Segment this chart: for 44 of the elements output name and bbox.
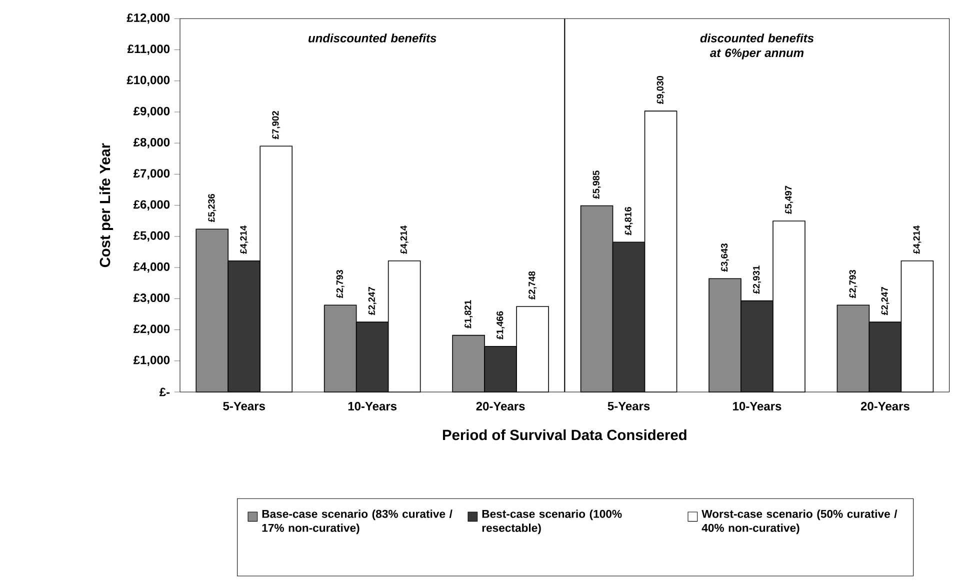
data-label: £4,214 bbox=[240, 225, 248, 254]
y-tick-label: £8,000 bbox=[133, 138, 170, 148]
annotation: undiscounted benefits bbox=[308, 34, 436, 42]
y-tick-label: £9,000 bbox=[133, 106, 170, 118]
data-label: £4,816 bbox=[624, 207, 633, 236]
x-tick-label: 20-Years bbox=[476, 402, 525, 410]
y-tick-label: £10,000 bbox=[126, 76, 170, 86]
y-tick-label: £5,000 bbox=[133, 231, 170, 242]
y-tick-label: £1,000 bbox=[133, 356, 170, 366]
data-label: £1,821 bbox=[464, 300, 473, 328]
y-tick-label: £12,000 bbox=[126, 14, 170, 24]
data-label: £5,236 bbox=[208, 194, 216, 222]
data-label: £2,793 bbox=[336, 270, 344, 298]
data-label: £4,214 bbox=[400, 225, 408, 254]
x-tick-label: 20-Years bbox=[860, 402, 910, 410]
data-label: £2,931 bbox=[753, 266, 761, 294]
legend-label: Base-case scenario (83% curative / 17% non-curative) bbox=[262, 510, 452, 534]
y-tick-label: £2,000 bbox=[133, 324, 170, 335]
x-tick-label: 5-Years bbox=[223, 402, 265, 410]
data-label: £2,247 bbox=[368, 287, 376, 316]
y-tick-label: £6,000 bbox=[133, 200, 170, 210]
x-tick-label: 10-Years bbox=[733, 402, 782, 410]
y-tick-label: £- bbox=[160, 388, 170, 396]
y-axis-title: Cost per Life Year bbox=[99, 143, 114, 268]
annotation: discounted benefits at 6%per annum bbox=[700, 34, 814, 60]
data-label: £2,748 bbox=[528, 271, 537, 300]
x-axis-title: Period of Survival Data Considered bbox=[442, 429, 686, 440]
data-label: £2,793 bbox=[849, 270, 858, 298]
x-tick-label: 10-Years bbox=[348, 402, 397, 410]
data-label: £9,030 bbox=[656, 76, 665, 104]
data-label: £5,497 bbox=[785, 186, 793, 214]
legend-label: Worst-case scenario (50% curative / 40% non-curative) bbox=[702, 510, 898, 534]
y-tick-label: £11,000 bbox=[127, 44, 170, 55]
data-label: £1,466 bbox=[496, 311, 505, 340]
y-tick-label: £4,000 bbox=[133, 262, 170, 273]
data-label: £5,985 bbox=[592, 170, 601, 199]
data-label: £3,643 bbox=[721, 244, 729, 272]
x-tick-label: 5-Years bbox=[608, 402, 650, 410]
y-tick-label: £7,000 bbox=[133, 169, 170, 180]
data-label: £7,902 bbox=[272, 111, 280, 140]
legend-label: Best-case scenario (100% resectable) bbox=[482, 510, 622, 534]
data-label: £4,214 bbox=[913, 225, 922, 254]
y-tick-label: £3,000 bbox=[133, 294, 170, 304]
data-label: £2,247 bbox=[881, 287, 890, 316]
